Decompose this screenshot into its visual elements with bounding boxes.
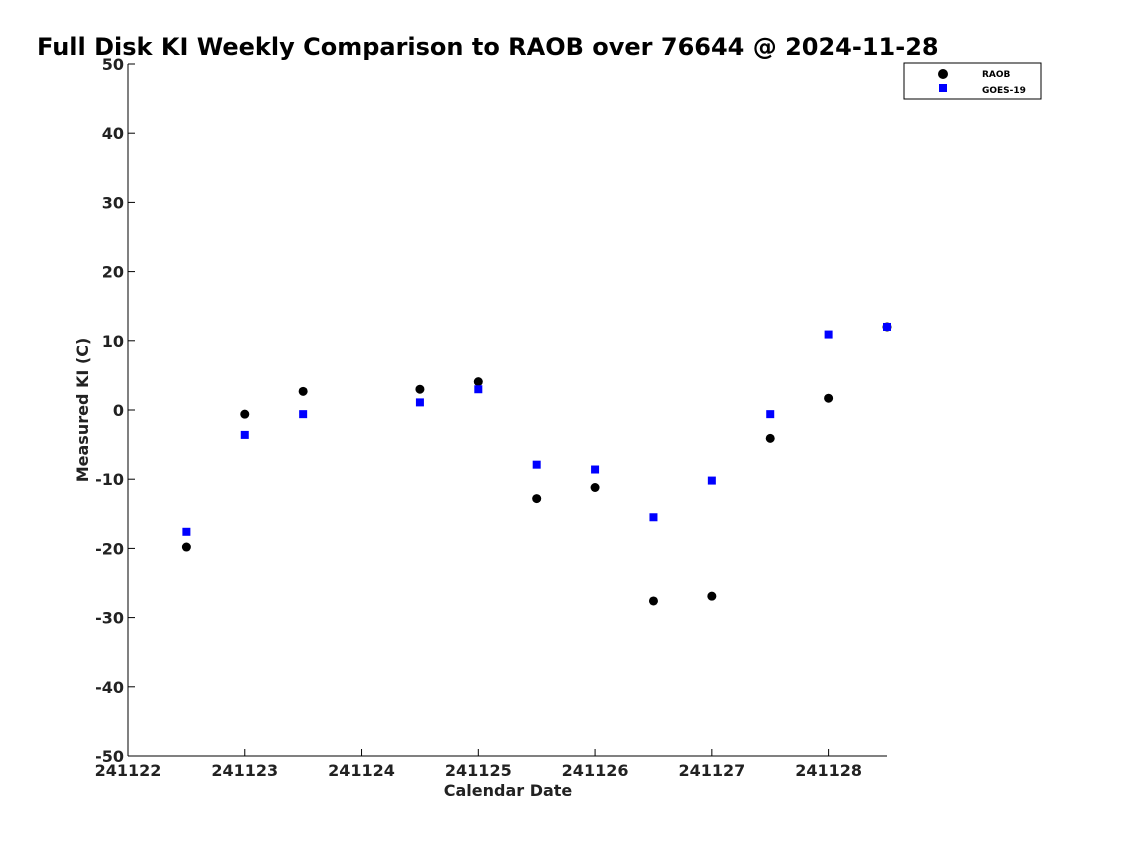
- x-tick-label: 241124: [328, 761, 395, 780]
- point-goes-19: [474, 385, 483, 394]
- point-raob: [765, 433, 775, 443]
- legend-marker-goes: [939, 84, 947, 92]
- y-tick-label: 50: [102, 55, 124, 74]
- point-raob: [707, 591, 717, 601]
- point-goes-19: [182, 527, 191, 536]
- x-tick-label: 241125: [445, 761, 512, 780]
- y-tick-label: 0: [113, 401, 124, 420]
- legend-label-raob: RAOB: [982, 70, 1011, 80]
- point-raob: [824, 393, 834, 403]
- point-goes-19: [299, 410, 308, 419]
- x-tick-label: 241122: [95, 761, 162, 780]
- y-tick-label: -40: [95, 678, 124, 697]
- point-goes-19: [707, 476, 716, 485]
- y-tick-label: 30: [102, 193, 124, 212]
- x-ticks: 241122 241123 241124 241125 241126 241127 2411…: [95, 749, 862, 780]
- y-tick-label: -20: [95, 539, 124, 558]
- point-raob: [590, 483, 600, 493]
- y-tick-label: 40: [102, 124, 124, 143]
- point-goes-19: [649, 513, 658, 522]
- y-tick-label: -50: [95, 747, 124, 766]
- axes: [127, 64, 887, 757]
- point-goes-19: [532, 460, 541, 469]
- y-tick-label: 20: [102, 263, 124, 282]
- y-tick-label: 10: [102, 332, 124, 351]
- point-goes-19: [591, 465, 600, 474]
- chart-title: Full Disk KI Weekly Comparison to RAOB o…: [37, 33, 939, 61]
- point-goes-19: [883, 322, 891, 331]
- x-axis-label: Calendar Date: [444, 781, 573, 800]
- point-raob: [181, 542, 191, 552]
- point-raob: [648, 596, 658, 606]
- point-goes-19: [824, 330, 833, 339]
- y-tick-label: -30: [95, 609, 124, 628]
- point-raob: [240, 409, 250, 419]
- point-raob: [298, 386, 308, 396]
- point-raob: [415, 384, 425, 394]
- legend: RAOB GOES-19: [903, 62, 1042, 100]
- y-axis-label: Measured KI (C): [73, 338, 92, 483]
- legend-marker-raob: [938, 69, 948, 79]
- legend-label-goes: GOES-19: [982, 86, 1026, 96]
- x-tick-label: 241126: [562, 761, 629, 780]
- y-tick-label: -10: [95, 470, 124, 489]
- data-points: [181, 322, 892, 606]
- x-tick-label: 241127: [678, 761, 745, 780]
- point-goes-19: [415, 398, 424, 407]
- point-goes-19: [766, 410, 775, 419]
- point-raob: [473, 377, 483, 387]
- x-tick-label: 241123: [211, 761, 278, 780]
- legend-box: [903, 62, 1042, 100]
- x-tick-label: 241128: [795, 761, 862, 780]
- point-goes-19: [240, 430, 249, 439]
- y-ticks: 50 40 30 20 10 0 -10 -20 -30 -40 -50: [95, 55, 135, 766]
- point-raob: [532, 494, 542, 504]
